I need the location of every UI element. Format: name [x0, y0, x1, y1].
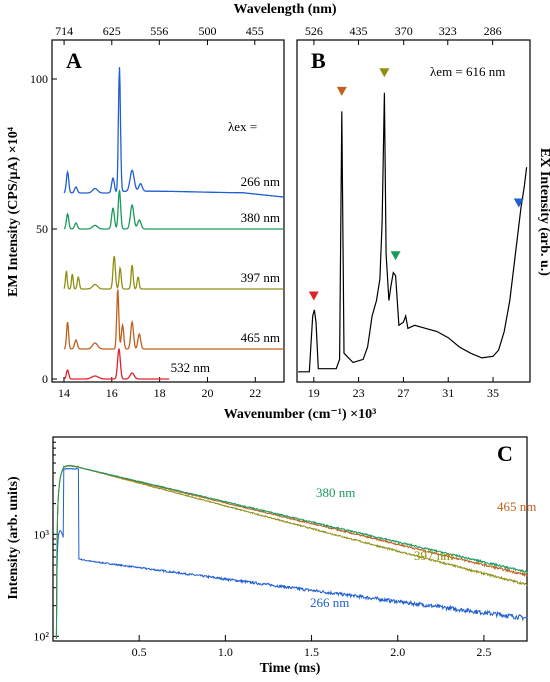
b-top-tick-label: 435	[349, 24, 367, 38]
b-x-tick-label: 23	[353, 386, 365, 400]
top-axis-title: Wavelength (nm)	[233, 2, 336, 17]
a-x-tick-label: 18	[154, 386, 166, 400]
b-excitation-marker	[390, 251, 401, 261]
lambda-em-label: λem = 616 nm	[430, 64, 505, 79]
panel-a-letter: A	[66, 48, 82, 73]
c-x-tick-label: 1.5	[304, 645, 319, 659]
a-x-tick-label: 20	[201, 386, 213, 400]
a-series-label: 465 nm	[241, 330, 280, 345]
a-series-label: 532 nm	[171, 360, 210, 375]
c-decay-curve	[55, 465, 528, 639]
c-x-tick-label: 1.0	[218, 645, 233, 659]
a-top-tick-label: 625	[103, 24, 121, 38]
panel-c-y-title: Intensity (arb. units)	[6, 476, 21, 600]
a-series-line	[63, 189, 284, 230]
panel-c-letter: C	[497, 441, 513, 466]
right-axis-title: EX Intensity (arb. u.)	[537, 148, 550, 276]
b-top-tick-label: 286	[484, 24, 502, 38]
bottom-axis-title: Wavenumber (cm⁻¹) ×10³	[224, 407, 377, 422]
c-series-label: 380 nm	[316, 485, 355, 500]
a-series-line	[63, 289, 284, 350]
b-excitation-marker	[308, 291, 319, 301]
b-top-tick-label: 370	[395, 24, 413, 38]
b-excitation-marker	[379, 68, 390, 78]
b-excitation-spectrum	[298, 92, 528, 373]
c-x-tick-label: 2.5	[476, 645, 491, 659]
left-axis-title: EM Intensity (CPS/μA) ×10⁴	[6, 126, 21, 297]
a-series-label: 397 nm	[241, 270, 280, 285]
a-top-tick-label: 500	[198, 24, 216, 38]
b-excitation-marker	[513, 198, 524, 208]
a-top-tick-label: 714	[55, 24, 73, 38]
b-x-tick-label: 19	[308, 386, 320, 400]
a-y-tick-label: 50	[36, 222, 48, 236]
c-series-label: 397 nm	[414, 548, 453, 563]
c-decay-curve	[55, 465, 528, 639]
a-y-tick-label: 100	[30, 72, 48, 86]
b-top-tick-label: 323	[439, 24, 457, 38]
c-decay-curve	[55, 467, 528, 639]
b-x-tick-label: 31	[442, 386, 454, 400]
b-top-tick-label: 526	[305, 24, 323, 38]
panel-a-frame	[51, 39, 285, 383]
panel-b-letter: B	[311, 48, 326, 73]
c-y-tick-label: 10³	[33, 527, 49, 541]
a-series-line	[63, 67, 284, 198]
b-excitation-marker	[336, 86, 347, 96]
lambda-ex-label: λex =	[228, 119, 257, 134]
a-x-tick-label: 14	[58, 386, 70, 400]
c-decay-curve	[55, 464, 528, 639]
a-top-tick-label: 556	[150, 24, 168, 38]
a-y-tick-label: 0	[42, 372, 48, 386]
a-top-tick-label: 455	[246, 24, 264, 38]
plot-layer: 14 16 18 20 22 0 50 100 714 625 556 500 455 266 nm 380…	[30, 24, 536, 659]
a-series-line	[63, 348, 170, 380]
c-y-tick-label: 10²	[33, 629, 49, 643]
a-x-tick-label: 16	[106, 386, 118, 400]
c-x-tick-label: 0.5	[132, 645, 147, 659]
b-x-tick-label: 27	[397, 386, 409, 400]
c-series-label: 266 nm	[310, 595, 349, 610]
a-series-label: 266 nm	[241, 174, 280, 189]
panel-c-x-title: Time (ms)	[260, 661, 321, 676]
c-series-label: 465 nm	[497, 499, 536, 514]
a-series-label: 380 nm	[241, 210, 280, 225]
panel-b-frame	[296, 39, 531, 383]
c-x-tick-label: 2.0	[390, 645, 405, 659]
a-x-tick-label: 22	[249, 386, 261, 400]
a-series-line	[63, 255, 284, 290]
b-x-tick-label: 35	[487, 386, 499, 400]
